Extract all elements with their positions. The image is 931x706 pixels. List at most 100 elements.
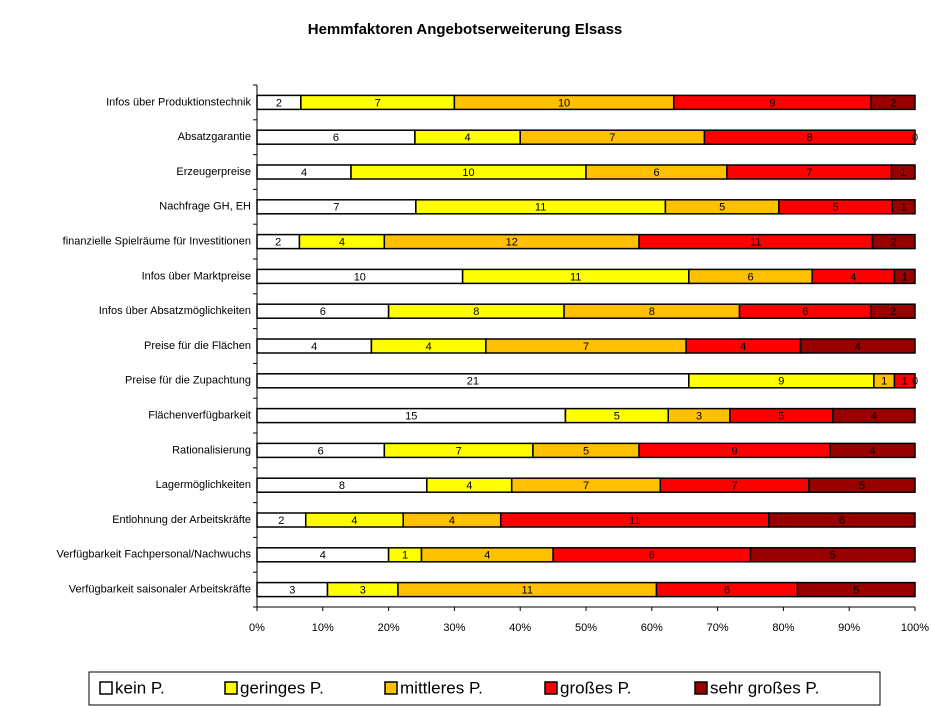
legend-swatch — [224, 681, 238, 695]
data-label: 5 — [583, 445, 589, 457]
data-label: 10 — [558, 97, 570, 109]
data-label: 5 — [830, 550, 836, 562]
y-tick-label: Verfügbarkeit Fachpersonal/Nachwuchs — [57, 549, 252, 561]
data-label: 11 — [522, 585, 533, 597]
data-label: 4 — [351, 515, 357, 527]
data-label: 15 — [405, 411, 417, 423]
data-label: 4 — [464, 132, 470, 144]
data-label: 4 — [740, 341, 746, 353]
data-label: 4 — [449, 515, 455, 527]
data-label: 3 — [289, 585, 295, 597]
data-label: 6 — [839, 515, 845, 527]
data-label: 9 — [769, 97, 775, 109]
x-tick-label: 20% — [378, 622, 400, 634]
data-label: 7 — [456, 445, 462, 457]
data-label: 5 — [614, 411, 620, 423]
y-tick-label: Rationalisierung — [172, 444, 251, 456]
data-label: 1 — [901, 202, 907, 214]
y-tick-label: finanzielle Spielräume für Investitionen — [63, 236, 251, 248]
bar-segment — [808, 477, 916, 493]
legend-box — [88, 671, 881, 706]
data-label: 5 — [719, 202, 725, 214]
bar-segment — [829, 442, 916, 459]
bar-segment — [891, 199, 916, 215]
y-tick-label: Preise für die Zupachtung — [125, 375, 251, 387]
data-label: 2 — [890, 97, 896, 109]
data-label: 12 — [506, 237, 518, 249]
data-label: 11 — [629, 515, 640, 527]
legend-swatch — [544, 681, 558, 695]
data-label: 7 — [806, 167, 812, 179]
bar-segment — [870, 303, 916, 319]
x-tick-label: 90% — [838, 622, 860, 634]
data-label: 0 — [912, 376, 918, 388]
bar-segment — [870, 94, 916, 111]
chart-title: Hemmfaktoren Angebotserweiterung Elsass — [308, 21, 623, 38]
data-label: 4 — [484, 550, 490, 562]
data-label: 6 — [333, 132, 339, 144]
y-tick-label: Erzeugerpreise — [176, 166, 251, 178]
legend-swatch — [694, 681, 708, 695]
bar-segment — [796, 581, 916, 598]
data-label: 6 — [653, 167, 659, 179]
data-label: 9 — [778, 376, 784, 388]
data-label: 21 — [467, 376, 479, 388]
data-label: 4 — [320, 550, 326, 562]
y-tick-label: Preise für die Flächen — [144, 340, 251, 352]
bar-segment — [749, 547, 916, 563]
data-label: 1 — [902, 376, 908, 388]
x-tick-label: 10% — [312, 622, 334, 634]
data-label: 8 — [339, 480, 345, 492]
data-label: 4 — [311, 341, 317, 353]
data-label: 7 — [583, 341, 589, 353]
data-label: 2 — [890, 306, 896, 318]
data-label: 6 — [320, 306, 326, 318]
data-label: 7 — [375, 97, 381, 109]
data-label: 6 — [649, 550, 655, 562]
data-label: 4 — [339, 237, 345, 249]
x-tick-label: 30% — [443, 622, 465, 634]
data-label: 6 — [747, 271, 753, 283]
legend-swatch — [99, 681, 113, 695]
data-label: 8 — [807, 132, 813, 144]
data-label: 11 — [750, 237, 761, 249]
bar-segment — [768, 512, 916, 528]
x-tick-label: 100% — [901, 622, 929, 634]
data-label: 5 — [833, 202, 839, 214]
x-tick-label: 80% — [772, 622, 794, 634]
data-label: 4 — [466, 480, 472, 492]
data-label: 6 — [724, 585, 730, 597]
data-label: 1 — [402, 550, 408, 562]
bar-segment — [871, 233, 916, 250]
legend-swatch — [384, 681, 398, 695]
data-label: 4 — [850, 271, 856, 283]
legend-label: mittleres P. — [400, 678, 483, 697]
data-label: 7 — [609, 132, 615, 144]
y-tick-label: Entlohnung der Arbeitskräfte — [112, 514, 251, 526]
data-label: 10 — [354, 271, 366, 283]
data-label: 7 — [333, 202, 339, 214]
data-label: 0 — [912, 132, 918, 144]
data-label: 4 — [426, 341, 432, 353]
data-label: 2 — [891, 237, 897, 249]
data-label: 10 — [462, 167, 474, 179]
data-label: 6 — [802, 306, 808, 318]
data-label: 4 — [855, 341, 861, 353]
x-tick-label: 60% — [641, 622, 663, 634]
y-tick-label: Nachfrage GH, EH — [159, 201, 251, 213]
data-label: 1 — [902, 271, 908, 283]
legend-label: sehr großes P. — [710, 678, 819, 697]
data-label: 4 — [869, 445, 875, 457]
data-label: 5 — [859, 480, 865, 492]
data-label: 6 — [318, 445, 324, 457]
data-label: 3 — [360, 585, 366, 597]
data-label: 8 — [473, 306, 479, 318]
data-label: 2 — [275, 237, 281, 249]
data-label: 1 — [900, 167, 906, 179]
y-tick-label: Infos über Marktpreise — [142, 270, 251, 282]
data-label: 3 — [696, 411, 702, 423]
y-tick-label: Infos über Produktionstechnik — [106, 96, 251, 108]
data-label: 7 — [732, 480, 738, 492]
data-label: 11 — [570, 271, 581, 283]
